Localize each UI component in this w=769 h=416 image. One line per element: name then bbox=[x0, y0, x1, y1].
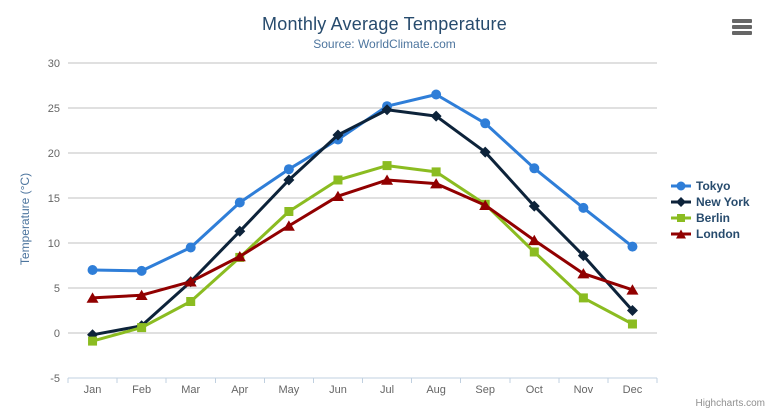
point-berlin-mar[interactable] bbox=[186, 297, 196, 306]
point-tokyo-aug[interactable] bbox=[431, 89, 442, 100]
y-axis-label: 0 bbox=[54, 328, 60, 340]
point-tokyo-oct[interactable] bbox=[529, 163, 540, 174]
point-london-aug[interactable] bbox=[430, 178, 443, 189]
point-tokyo-may[interactable] bbox=[283, 164, 294, 175]
legend: Tokyo New York Berlin London bbox=[671, 178, 750, 242]
legend-item-new-york[interactable]: New York bbox=[671, 194, 750, 210]
legend-marker-new-york bbox=[671, 197, 691, 207]
hamburger-bar bbox=[732, 31, 752, 35]
y-axis-label: -5 bbox=[50, 373, 60, 385]
chart-subtitle: Source: WorldClimate.com bbox=[313, 37, 456, 51]
point-berlin-jul[interactable] bbox=[382, 161, 392, 171]
point-berlin-feb[interactable] bbox=[137, 323, 147, 333]
y-axis-label: 30 bbox=[48, 58, 60, 70]
point-london-mar[interactable] bbox=[184, 276, 197, 287]
chart-title: Monthly Average Temperature bbox=[262, 14, 507, 34]
point-tokyo-apr[interactable] bbox=[234, 197, 245, 208]
x-axis-label: Sep bbox=[475, 384, 495, 396]
legend-item-tokyo[interactable]: Tokyo bbox=[671, 178, 750, 194]
series-line-berlin[interactable] bbox=[91, 164, 634, 343]
point-berlin-jun[interactable] bbox=[333, 175, 343, 185]
legend-item-berlin[interactable]: Berlin bbox=[671, 210, 750, 226]
legend-label: Tokyo bbox=[696, 179, 731, 193]
legend-marker-berlin bbox=[671, 214, 691, 222]
legend-label: London bbox=[696, 227, 740, 241]
x-axis-label: Dec bbox=[623, 384, 643, 396]
point-new-york-jul[interactable] bbox=[381, 104, 393, 116]
x-axis-label: Jan bbox=[84, 384, 102, 396]
point-tokyo-nov[interactable] bbox=[578, 202, 589, 213]
point-london-nov[interactable] bbox=[577, 268, 590, 279]
x-axis-label: Oct bbox=[526, 384, 543, 396]
series-line-london[interactable] bbox=[91, 178, 634, 300]
point-london-oct[interactable] bbox=[528, 234, 541, 246]
point-new-york-sep[interactable] bbox=[479, 146, 491, 158]
point-london-jan[interactable] bbox=[86, 292, 99, 303]
point-new-york-jun[interactable] bbox=[332, 129, 344, 141]
point-london-jun[interactable] bbox=[331, 190, 344, 201]
point-london-sep[interactable] bbox=[479, 199, 492, 210]
series-line-new-york[interactable] bbox=[91, 108, 634, 337]
hamburger-icon bbox=[732, 19, 754, 35]
point-london-dec[interactable] bbox=[626, 284, 639, 295]
point-new-york-dec[interactable] bbox=[626, 305, 638, 316]
legend-label: New York bbox=[696, 195, 750, 209]
point-berlin-aug[interactable] bbox=[431, 167, 441, 177]
point-tokyo-sep[interactable] bbox=[480, 118, 491, 129]
point-berlin-dec[interactable] bbox=[627, 319, 637, 329]
x-axis-label: Feb bbox=[132, 384, 151, 396]
x-axis-label: May bbox=[278, 384, 299, 396]
legend-marker-london bbox=[671, 229, 691, 239]
x-axis-label: Nov bbox=[574, 384, 594, 396]
point-new-york-oct[interactable] bbox=[528, 200, 540, 212]
point-berlin-jan[interactable] bbox=[88, 336, 98, 346]
x-axis-label: Jun bbox=[329, 384, 347, 396]
point-new-york-may[interactable] bbox=[283, 174, 295, 186]
context-menu-button[interactable] bbox=[731, 17, 755, 37]
y-axis-label: 25 bbox=[48, 103, 60, 115]
x-axis-label: Apr bbox=[231, 384, 248, 396]
point-new-york-aug[interactable] bbox=[430, 110, 442, 122]
y-axis-label: 15 bbox=[48, 193, 60, 205]
hamburger-bar bbox=[732, 19, 752, 23]
legend-item-london[interactable]: London bbox=[671, 226, 750, 242]
point-london-may[interactable] bbox=[282, 220, 295, 231]
y-axis-label: 20 bbox=[48, 148, 60, 160]
x-axis-label: Jul bbox=[380, 384, 394, 396]
point-new-york-nov[interactable] bbox=[577, 250, 589, 262]
point-london-feb[interactable] bbox=[135, 289, 148, 300]
point-new-york-apr[interactable] bbox=[234, 225, 246, 237]
point-london-jul[interactable] bbox=[381, 174, 394, 185]
y-axis-label: 10 bbox=[48, 238, 60, 250]
point-berlin-oct[interactable] bbox=[529, 247, 539, 257]
x-axis-label: Aug bbox=[426, 384, 446, 396]
point-tokyo-jan[interactable] bbox=[87, 265, 98, 275]
hamburger-bar bbox=[732, 25, 752, 29]
credits-link[interactable]: Highcharts.com bbox=[695, 398, 765, 409]
point-berlin-may[interactable] bbox=[284, 207, 294, 216]
point-tokyo-dec[interactable] bbox=[627, 241, 638, 252]
point-berlin-nov[interactable] bbox=[578, 293, 588, 303]
x-axis-label: Mar bbox=[181, 384, 200, 396]
point-tokyo-mar[interactable] bbox=[185, 242, 196, 253]
point-london-apr[interactable] bbox=[233, 251, 246, 262]
y-axis-label: 5 bbox=[54, 283, 60, 295]
legend-label: Berlin bbox=[696, 211, 731, 225]
point-tokyo-feb[interactable] bbox=[136, 265, 147, 276]
legend-marker-tokyo bbox=[671, 181, 691, 191]
